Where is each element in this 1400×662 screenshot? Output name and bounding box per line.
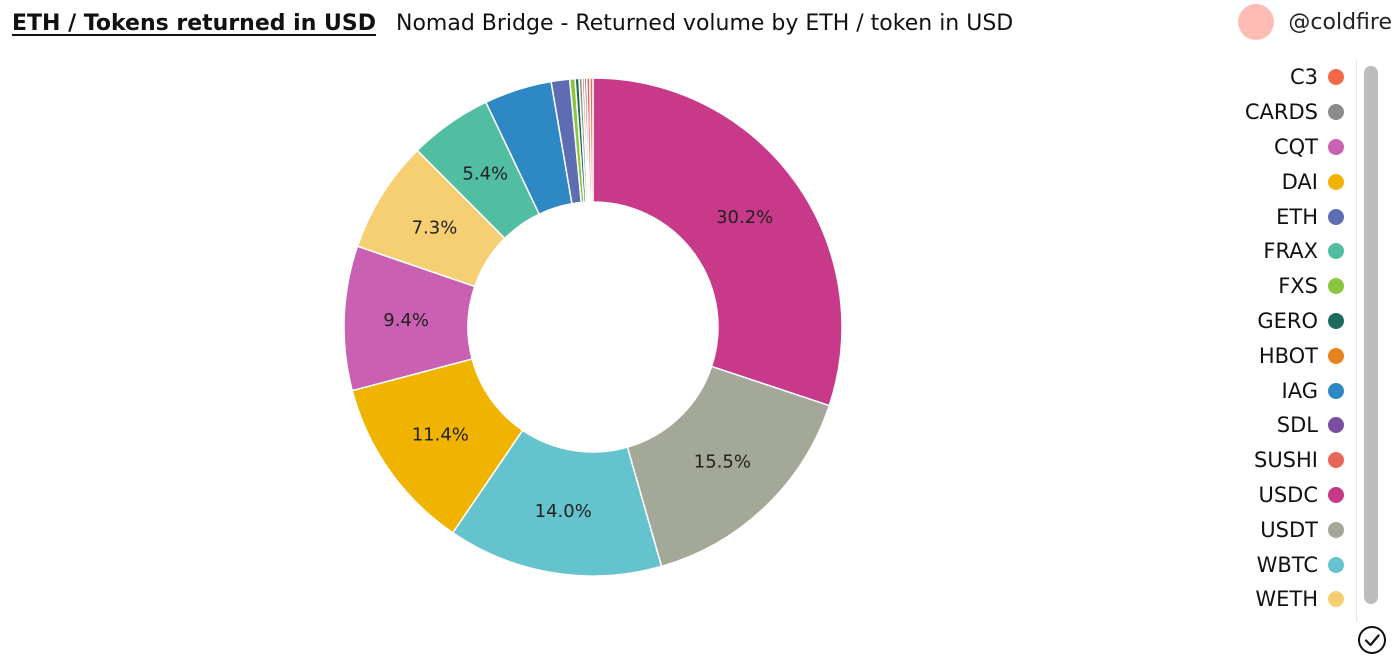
- legend-item-gero[interactable]: GERO: [1245, 304, 1344, 339]
- legend-item-weth[interactable]: WETH: [1245, 582, 1344, 617]
- legend-swatch: [1328, 173, 1344, 190]
- legend-swatch: [1328, 138, 1344, 155]
- legend-scrollbar[interactable]: [1356, 60, 1387, 622]
- legend-item-cards[interactable]: CARDS: [1245, 95, 1344, 130]
- legend-label: FRAX: [1263, 239, 1318, 264]
- username[interactable]: @coldfire: [1288, 9, 1392, 35]
- legend-label: ETH: [1276, 204, 1318, 229]
- slice-label-wbtc: 14.0%: [535, 501, 592, 522]
- slice-label-usdt: 15.5%: [694, 451, 751, 472]
- legend-label: CQT: [1273, 134, 1318, 159]
- legend-swatch: [1328, 521, 1344, 538]
- avatar[interactable]: [1238, 4, 1275, 40]
- legend-swatch: [1328, 278, 1344, 295]
- slice-usdt[interactable]: [626, 365, 831, 568]
- scrollbar-thumb[interactable]: [1364, 66, 1378, 604]
- legend-swatch: [1328, 104, 1344, 121]
- legend-swatch: [1328, 347, 1344, 364]
- legend-swatch: [1328, 486, 1344, 503]
- legend-label: C3: [1289, 65, 1318, 90]
- legend-item-usdt[interactable]: USDT: [1245, 512, 1344, 547]
- legend-label: WBTC: [1256, 552, 1318, 577]
- legend-item-dai[interactable]: DAI: [1245, 164, 1344, 199]
- legend-item-cqt[interactable]: CQT: [1245, 130, 1344, 165]
- legend-item-eth[interactable]: ETH: [1245, 199, 1344, 234]
- slice-c3[interactable]: [589, 77, 594, 203]
- legend-item-wbtc[interactable]: WBTC: [1245, 547, 1344, 582]
- legend-item-fxs[interactable]: FXS: [1245, 269, 1344, 304]
- legend-item-sushi[interactable]: SUSHI: [1245, 443, 1344, 478]
- legend-swatch: [1328, 312, 1344, 329]
- slice-label-cqt: 9.4%: [383, 310, 429, 331]
- legend-label: DAI: [1281, 169, 1318, 194]
- slice-label-usdc: 30.2%: [716, 207, 773, 228]
- user-profile[interactable]: @coldfire: [1238, 4, 1392, 40]
- legend-label: IAG: [1281, 378, 1318, 403]
- legend-swatch: [1328, 417, 1344, 434]
- slice-label-weth: 7.3%: [412, 217, 458, 238]
- legend-item-usdc[interactable]: USDC: [1245, 478, 1344, 513]
- header: ETH / Tokens returned in USD Nomad Bridg…: [12, 0, 1013, 46]
- chart-subtitle: Nomad Bridge - Returned volume by ETH / …: [396, 10, 1014, 36]
- legend-label: SUSHI: [1253, 448, 1318, 473]
- chart-tab-title[interactable]: ETH / Tokens returned in USD: [12, 10, 376, 36]
- legend-label: SDL: [1276, 413, 1318, 438]
- legend-item-c3[interactable]: C3: [1245, 60, 1344, 95]
- legend-item-hbot[interactable]: HBOT: [1245, 338, 1344, 373]
- legend-swatch: [1328, 69, 1344, 86]
- slice-wbtc[interactable]: [451, 429, 663, 577]
- legend-label: CARDS: [1244, 100, 1318, 125]
- legend-label: USDT: [1260, 517, 1318, 542]
- legend-label: FXS: [1278, 274, 1318, 299]
- legend-label: USDC: [1258, 482, 1318, 507]
- legend-item-frax[interactable]: FRAX: [1245, 234, 1344, 269]
- legend-swatch: [1328, 208, 1344, 225]
- legend-swatch: [1328, 452, 1344, 469]
- legend: C3 CARDS CQT DAI ETH FRAX FXS GERO HBOT IAG SDL SUS…: [1245, 60, 1344, 617]
- legend-item-sdl[interactable]: SDL: [1245, 408, 1344, 443]
- legend-label: HBOT: [1258, 343, 1318, 368]
- check-circle-icon[interactable]: [1356, 624, 1388, 656]
- legend-swatch: [1328, 591, 1344, 608]
- slice-label-frax: 5.4%: [462, 164, 508, 185]
- legend-swatch: [1328, 243, 1344, 260]
- slice-label-dai: 11.4%: [412, 424, 469, 445]
- donut-chart: 30.2% 15.5% 14.0% 11.4% 9.4% 7.3% 5.4%: [343, 77, 843, 577]
- legend-item-iag[interactable]: IAG: [1245, 373, 1344, 408]
- legend-swatch: [1328, 556, 1344, 573]
- slice-usdc[interactable]: [592, 77, 843, 407]
- legend-swatch: [1328, 382, 1344, 399]
- legend-label: GERO: [1257, 308, 1318, 333]
- legend-label: WETH: [1255, 587, 1318, 612]
